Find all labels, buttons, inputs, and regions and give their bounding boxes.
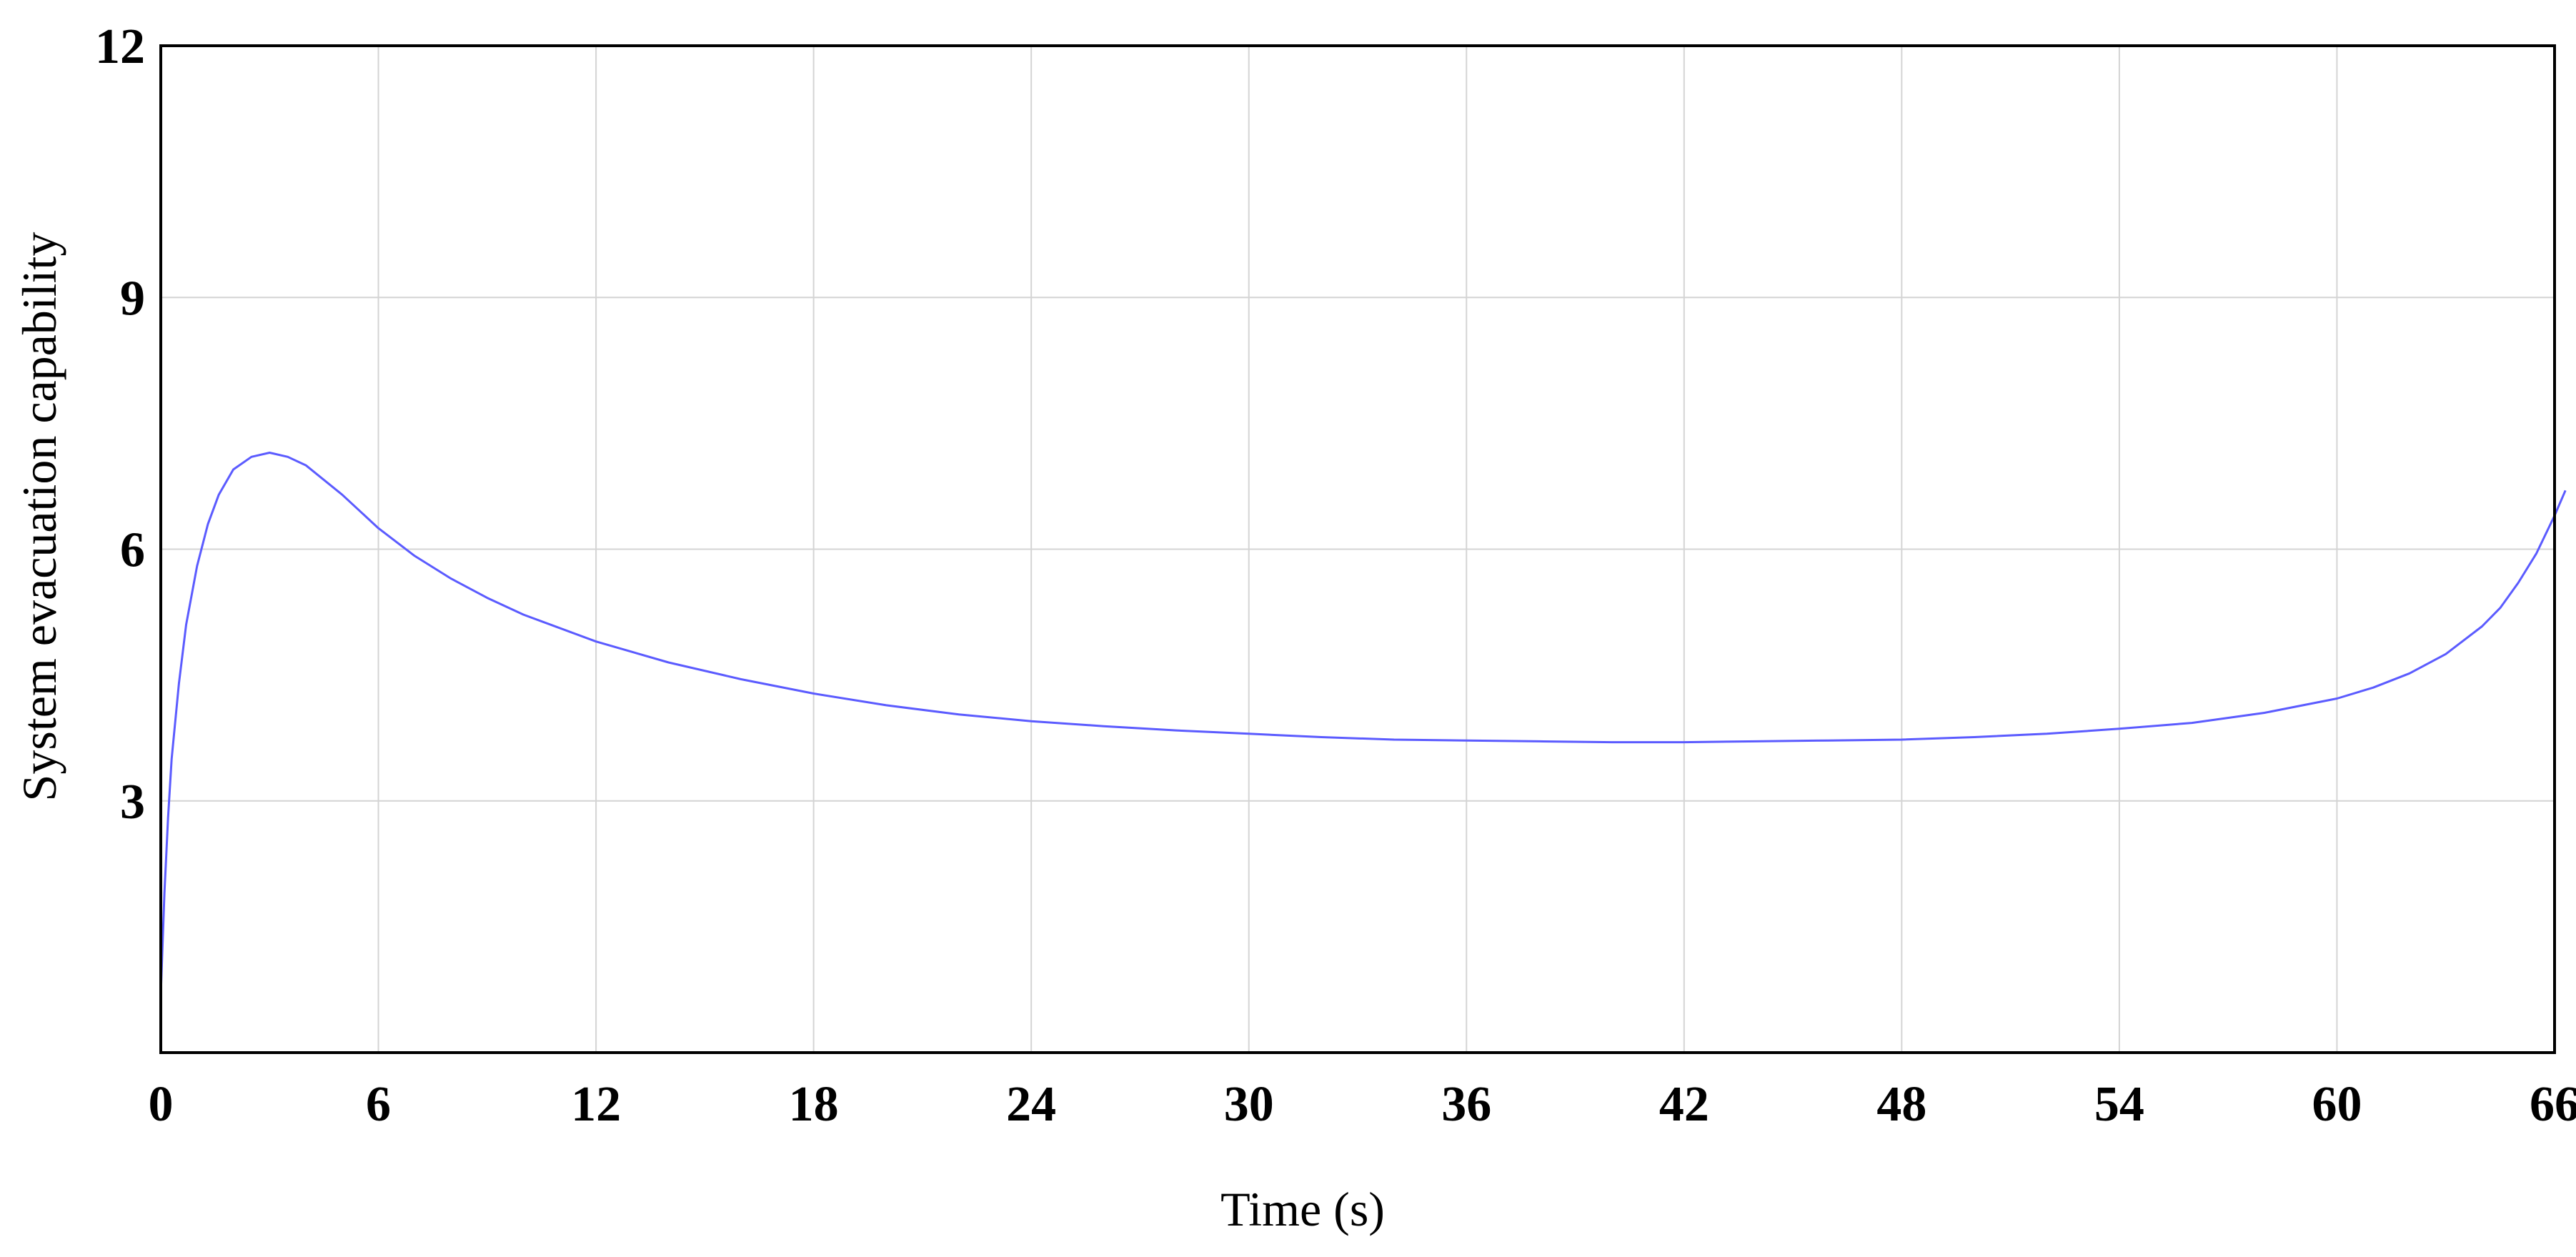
- x-tick-label: 42: [1659, 1077, 1709, 1132]
- x-tick-label: 12: [571, 1077, 621, 1132]
- x-tick-label: 66: [2530, 1077, 2576, 1132]
- x-tick-label: 48: [1876, 1077, 1926, 1132]
- y-tick-label: 6: [120, 523, 145, 578]
- y-tick-label: 9: [120, 271, 145, 326]
- x-tick-labels: 0 6 12 18 24 30 36 42 48 54 60 66: [149, 1077, 2576, 1132]
- axes: [159, 44, 2556, 1054]
- x-tick-label: 6: [366, 1077, 391, 1132]
- y-axis-title: System evacuation capability: [12, 232, 66, 802]
- y-tick-label: 3: [120, 775, 145, 830]
- plot-frame: [159, 44, 2556, 1054]
- series-line: [159, 452, 2567, 994]
- x-tick-label: 36: [1441, 1077, 1491, 1132]
- y-tick-labels: 3 6 9 12: [95, 19, 145, 830]
- x-tick-label: 24: [1006, 1077, 1056, 1132]
- grid-lines: [161, 46, 2555, 1053]
- series-layer: [159, 452, 2567, 994]
- x-tick-label: 0: [149, 1077, 174, 1132]
- x-tick-label: 18: [789, 1077, 839, 1132]
- x-tick-label: 54: [2094, 1077, 2144, 1132]
- x-axis-title: Time (s): [1220, 1182, 1385, 1236]
- y-tick-label: 12: [95, 19, 145, 74]
- x-tick-label: 30: [1224, 1077, 1274, 1132]
- x-tick-label: 60: [2312, 1077, 2362, 1132]
